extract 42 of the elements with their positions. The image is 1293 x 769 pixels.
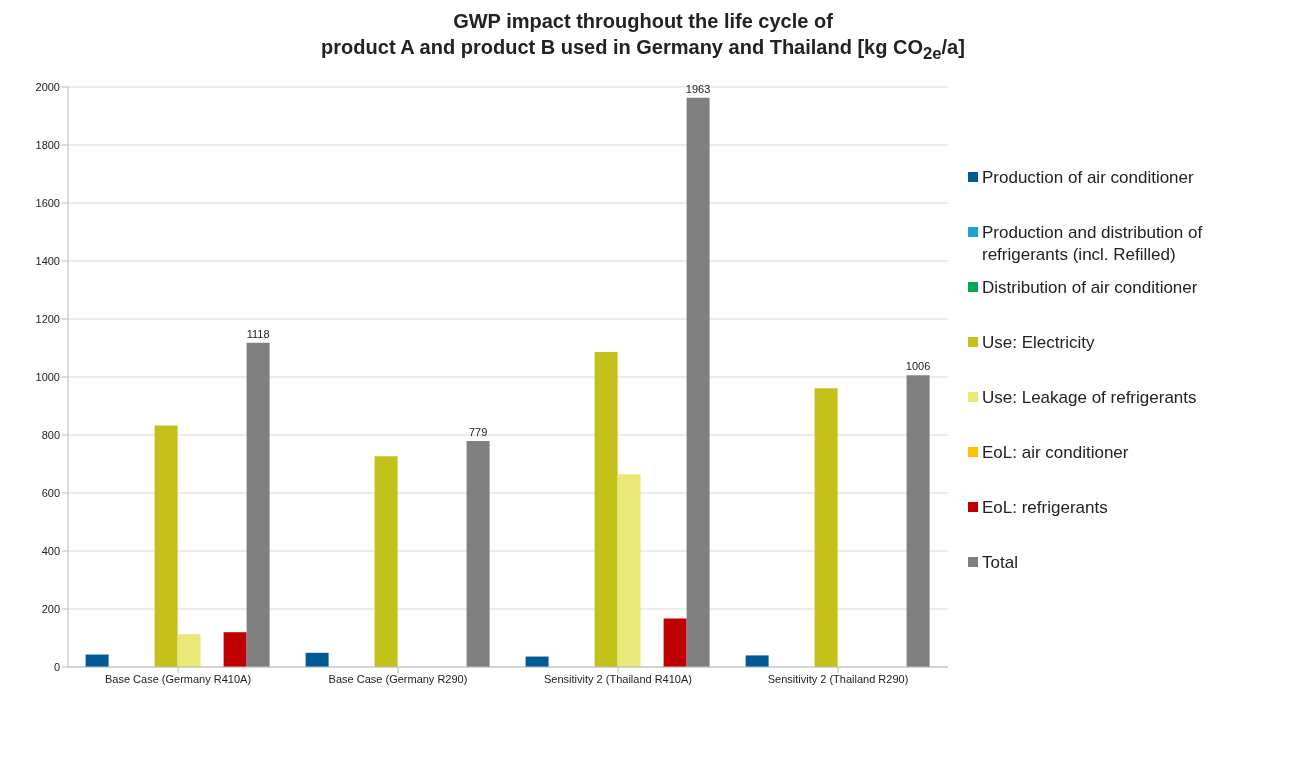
y-tick-label: 1200 [35,312,60,325]
y-tick-label: 1000 [35,370,60,383]
bar [374,456,398,667]
bar [246,342,270,667]
legend-label: EoL: refrigerants [982,497,1108,519]
data-label: 1118 [246,327,270,340]
bar [745,655,769,667]
chart-title: GWP impact throughout the life cycle of product A and product B used in Germany and Thailand [kg CO$_{2e}$/a] [320,9,966,65]
bar [154,425,178,667]
y-tick-label: 400 [41,544,60,557]
bar [305,652,329,667]
bar [594,352,618,667]
y-tick-label: 2000 [35,80,60,93]
y-tick-label: 0 [53,660,60,673]
legend-label: Distribution of air conditioner [982,277,1198,299]
bar [814,388,838,667]
bar [617,474,641,667]
bar [466,441,490,667]
data-label: 779 [468,426,488,439]
legend-label: Total [982,552,1018,574]
data-label: 1963 [685,82,711,95]
y-tick-label: 800 [41,428,60,441]
y-tick-label: 1800 [35,138,60,151]
legend-label: Production and distribution of refrigerants (incl. Refilled) [982,222,1204,266]
y-tick-label: 1400 [35,254,60,267]
legend-label: Use: Electricity [982,332,1095,354]
y-tick-label: 600 [41,486,60,499]
data-label: 1006 [905,360,931,373]
x-tick-label: Sensitivity 2 (Thailand R410A) [544,672,692,685]
x-tick-label: Sensitivity 2 (Thailand R290) [767,672,909,685]
x-tick-label: Base Case (Germany R410A) [104,672,252,685]
bar [906,375,930,667]
bar [663,618,687,667]
legend-label: Production of air conditioner [982,167,1194,189]
bar [177,634,201,667]
bar [223,632,247,667]
x-tick-label: Base Case (Germany R290) [328,672,468,685]
legend-label: Use: Leakage of refrigerants [982,387,1197,409]
bar [686,97,710,667]
y-tick-label: 200 [41,602,60,615]
legend-label: EoL: air conditioner [982,442,1129,464]
y-tick-label: 1600 [35,196,60,209]
